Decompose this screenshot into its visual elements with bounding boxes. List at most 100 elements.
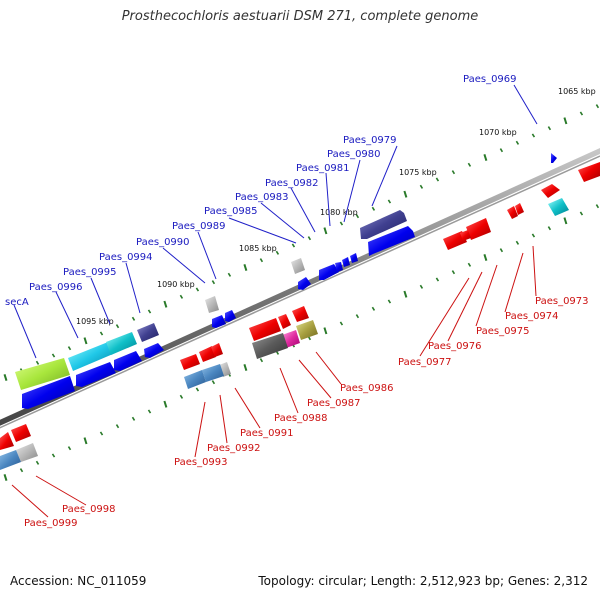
gene-arrow[interactable] [212, 315, 226, 328]
gene-arrow[interactable] [184, 370, 206, 389]
gene-label-paes-0977[interactable]: Paes_0977 [398, 357, 452, 368]
topology-summary: Topology: circular; Length: 2,512,923 bp… [258, 574, 588, 588]
gene-label-paes-0993[interactable]: Paes_0993 [174, 457, 228, 468]
gene-arrow[interactable] [137, 323, 159, 342]
tick-mark [515, 140, 520, 145]
tick-mark [323, 327, 328, 335]
gene-arrow[interactable] [319, 264, 339, 280]
gene-label-paes-0973[interactable]: Paes_0973 [535, 296, 589, 307]
gene-arrow[interactable] [252, 333, 288, 359]
tick-mark [35, 460, 40, 465]
tick-mark [307, 236, 312, 241]
tick-mark [467, 162, 472, 167]
tick-mark [595, 104, 600, 109]
gene-arrow[interactable] [578, 162, 600, 182]
gene-label-paes-0991[interactable]: Paes_0991 [240, 428, 294, 439]
tick-mark [195, 387, 200, 392]
gene-arrow[interactable] [541, 184, 560, 198]
gene-label-paes-0981[interactable]: Paes_0981 [296, 163, 350, 174]
gene-label-paes-0985[interactable]: Paes_0985 [204, 206, 258, 217]
gene-arrow[interactable] [507, 206, 518, 219]
tick-mark [99, 331, 104, 336]
tick-mark [451, 170, 456, 175]
gene-label-paes-0983[interactable]: Paes_0983 [235, 192, 289, 203]
gene-label-paes-0995[interactable]: Paes_0995 [63, 267, 117, 278]
gene-label-paes-0996[interactable]: Paes_0996 [29, 282, 83, 293]
gene-label-seca[interactable]: secA [5, 297, 29, 308]
gene-arrow[interactable] [443, 231, 467, 250]
gene-arrow[interactable] [548, 198, 569, 216]
gene-label-paes-0974[interactable]: Paes_0974 [505, 311, 559, 322]
gene-label-paes-0989[interactable]: Paes_0989 [172, 221, 226, 232]
tick-mark [179, 294, 184, 299]
tick-mark [323, 227, 328, 235]
gene-label-paes-0999[interactable]: Paes_0999 [24, 518, 78, 529]
gene-arrow[interactable] [144, 343, 164, 358]
gene-arrow[interactable] [360, 210, 407, 239]
gene-arrow[interactable] [515, 203, 524, 215]
tick-mark [403, 190, 408, 198]
gene-label-paes-0992[interactable]: Paes_0992 [207, 443, 261, 454]
tick-mark [531, 233, 536, 238]
tick-label-1090: 1090 kbp [157, 280, 195, 289]
gene-arrow[interactable] [298, 277, 311, 290]
gene-label-paes-0979[interactable]: Paes_0979 [343, 135, 397, 146]
gene-label-paes-0994[interactable]: Paes_0994 [99, 252, 153, 263]
gene-arrow[interactable] [68, 342, 113, 371]
tick-mark [99, 431, 104, 436]
gene-arrow[interactable] [368, 226, 415, 256]
gene-arrow[interactable] [292, 306, 309, 322]
gene-arrow[interactable] [342, 257, 350, 267]
gene-arrow[interactable] [106, 332, 137, 355]
tick-mark [163, 400, 168, 408]
gene-label-paes-0980[interactable]: Paes_0980 [327, 149, 381, 160]
gene-label-paes-0975[interactable]: Paes_0975 [476, 326, 530, 337]
gene-arrow[interactable] [335, 262, 343, 272]
gene-label-paes-0987[interactable]: Paes_0987 [307, 398, 361, 409]
gene-arrow[interactable] [22, 376, 75, 409]
tick-mark [563, 217, 568, 225]
gene-arrow[interactable] [225, 310, 236, 322]
tick-mark [3, 374, 8, 381]
gene-arrow[interactable] [0, 450, 21, 470]
gene-arrow[interactable] [202, 364, 224, 382]
gene-arrow[interactable] [278, 314, 291, 329]
gene-label-paes-0990[interactable]: Paes_0990 [136, 237, 190, 248]
gene-arrow[interactable] [249, 318, 281, 341]
tick-mark [259, 258, 264, 263]
gene-label-paes-0998[interactable]: Paes_0998 [62, 504, 116, 515]
gene-label-paes-0986[interactable]: Paes_0986 [340, 383, 394, 394]
gene-arrow[interactable] [466, 218, 491, 240]
tick-mark [179, 394, 184, 399]
gene-arrow[interactable] [460, 230, 471, 241]
gene-arrow[interactable] [205, 296, 219, 313]
tick-mark [147, 309, 152, 314]
tick-mark [451, 270, 456, 275]
gene-arrow[interactable] [211, 343, 223, 357]
gene-label-paes-0969[interactable]: Paes_0969 [463, 74, 517, 85]
tick-mark [67, 346, 72, 351]
gene-arrow[interactable] [76, 362, 116, 387]
gene-arrow[interactable] [15, 358, 70, 390]
gene-label-paes-0988[interactable]: Paes_0988 [274, 413, 328, 424]
gene-arrow[interactable] [114, 351, 142, 371]
gene-label-paes-0982[interactable]: Paes_0982 [265, 178, 319, 189]
tick-label-1085: 1085 kbp [239, 244, 277, 253]
gene-arrow[interactable] [291, 258, 305, 274]
tick-label-1080: 1080 kbp [320, 208, 358, 217]
reverse-strand-genes [0, 162, 600, 470]
gene-label-paes-0976[interactable]: Paes_0976 [428, 341, 482, 352]
gene-arrow[interactable] [350, 253, 358, 263]
gene-arrow[interactable] [0, 432, 14, 450]
tick-mark [355, 214, 360, 219]
tick-mark [163, 300, 168, 308]
gene-arrow[interactable] [551, 153, 557, 163]
reverse-leader-lines [11, 245, 537, 518]
gene-arrow[interactable] [296, 320, 318, 340]
tick-mark [467, 262, 472, 267]
tick-mark [115, 424, 120, 429]
gene-arrow[interactable] [11, 424, 31, 442]
gene-arrow[interactable] [180, 354, 200, 370]
gene-arrow[interactable] [199, 346, 216, 362]
gene-arrow[interactable] [16, 443, 38, 462]
